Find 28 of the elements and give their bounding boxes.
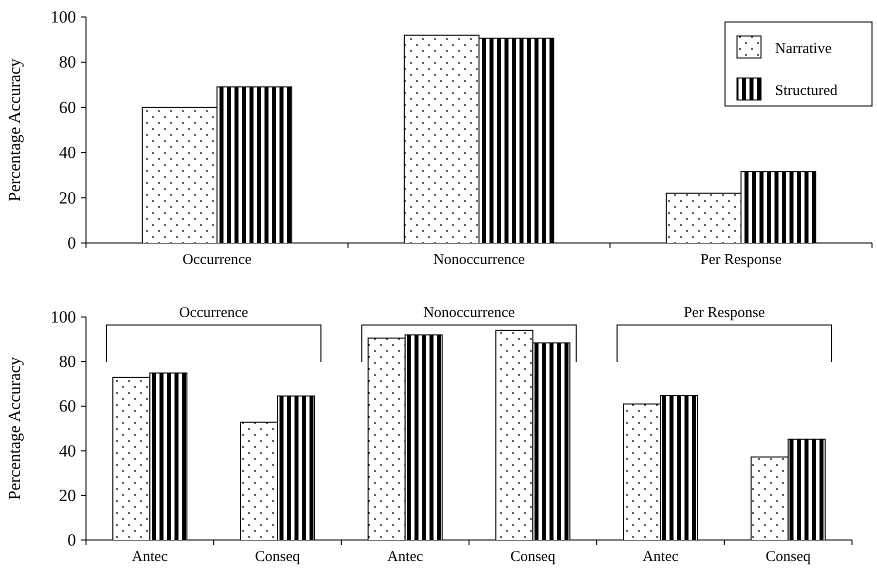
y-tick-label: 40 [59, 441, 76, 460]
y-tick-label: 40 [59, 143, 76, 162]
y-tick-label: 60 [59, 98, 76, 117]
y-axis-title: Percentage Accuracy [5, 58, 24, 202]
y-tick-label: 0 [68, 233, 76, 252]
annotation: Per Response [684, 305, 766, 321]
x-tick-label: Occurrence [182, 252, 252, 268]
y-tick-label: 0 [68, 530, 76, 550]
y-tick-label: 100 [50, 7, 76, 26]
x-tick-label: Per Response [700, 252, 782, 268]
y-tick-label: 60 [59, 396, 76, 416]
y-tick-label: 80 [59, 352, 76, 372]
x-tick-label: Conseq [510, 549, 556, 565]
y-tick-label: 20 [59, 486, 76, 505]
annotation: Occurrence [179, 305, 249, 321]
annotation: Nonoccurrence [423, 305, 516, 321]
legend-label: Structured [775, 83, 838, 99]
x-tick-label: Antec [387, 549, 424, 565]
y-tick-label: 80 [59, 52, 76, 72]
legend-label: Narrative [775, 41, 832, 57]
x-tick-label: Conseq [766, 549, 812, 565]
y-tick-label: 20 [59, 188, 76, 208]
y-axis-title: Percentage Accuracy [5, 356, 24, 500]
y-tick-label: 100 [50, 307, 76, 326]
x-tick-label: Nonoccurrence [433, 252, 526, 268]
x-tick-label: Antec [132, 549, 168, 565]
x-tick-label: Antec [642, 549, 679, 565]
x-tick-label: Conseq [255, 549, 300, 565]
